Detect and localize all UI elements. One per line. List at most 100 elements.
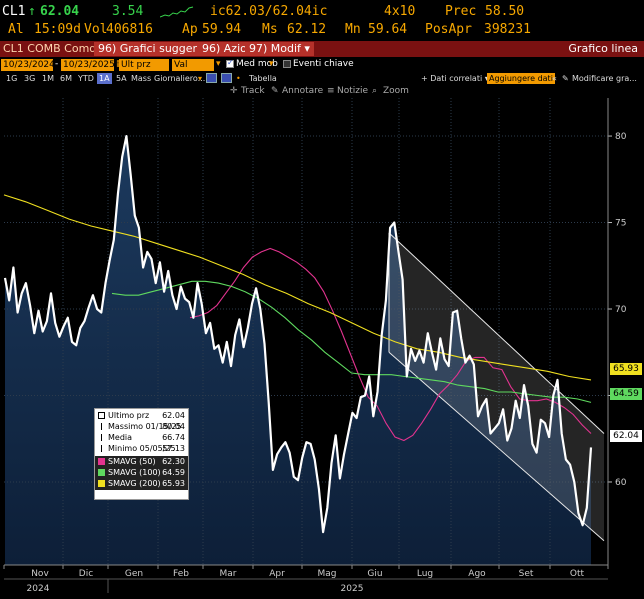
range-dash: - [55,59,59,69]
channel-upper-line [388,232,605,434]
news-button[interactable]: Notizie [337,86,369,96]
x-tick-label: Set [519,569,534,579]
legend-row-high: Massimo 01/15/25 80.04 [95,421,188,432]
eventi-label: Eventi chiave [293,59,354,69]
y-tick-label: 70 [615,305,627,315]
price-change: 3.54 [112,4,144,19]
up-arrow-icon: ↑ [28,4,36,19]
end-date-field[interactable]: 10/23/2025 [61,59,115,71]
legend-label: Minimo 05/05/25 [108,444,176,453]
legend-value: 80.04 [162,422,185,431]
period-toolbar: 1G 3G 1M 6M YTD 1A 5A Mass Giornaliero..… [0,73,644,84]
legend-value: 65.93 [162,479,185,488]
frequency-select[interactable]: Giornaliero... [154,74,206,83]
period-1g[interactable]: 1G [6,74,18,83]
legend-value: 64.59 [162,468,185,477]
volume-label: Vol [84,22,108,37]
track-icon: ✛ [230,86,238,96]
period-1m[interactable]: 1M [42,74,54,83]
volume-value: 406816 [106,22,153,37]
y-tick-label: 80 [615,132,627,142]
chart-svg[interactable]: 6065707580NovDicGenFebMarAprMagGiuLugAgo… [0,98,644,599]
chevron-down-icon: ▾ [304,42,310,55]
zoom-button[interactable]: Zoom [383,86,409,96]
sma200-price-tag: 65.93 [610,363,642,375]
y-tick-label: 75 [615,219,626,229]
currency-select[interactable]: Val locale [172,59,214,82]
bar-chart-icon[interactable] [221,73,232,83]
x-tick-label: Lug [417,569,433,579]
open-interest-value: 398231 [484,22,531,37]
x-tick-label: Gen [125,569,143,579]
legend-swatch [98,458,105,465]
row2-prefix: Al [8,22,24,37]
last-price: 62.04 [40,4,80,19]
legend-row-average: Media 66.74 [95,432,188,443]
start-date-field[interactable]: 10/23/2024 [1,59,55,71]
dropdown-arrow-icon[interactable]: ▾ [216,59,221,69]
channel-lower-line [388,351,605,542]
period-3g[interactable]: 3G [24,74,36,83]
line-chart-icon[interactable] [206,73,217,83]
legend-value: 57.13 [162,444,185,453]
prev-close-label: Prec [445,4,477,19]
bullet-icon: • [236,74,241,83]
legend-row-low: Minimo 05/05/25 57.13 [95,443,188,454]
legend-row-last: Ultimo prz 62.04 [95,410,188,421]
legend-marker [101,423,102,430]
edit-label: 97) Modif [249,42,301,55]
x-tick-label: Ago [468,569,486,579]
legend-label: SMAVG (200) [108,479,161,488]
edit-menu[interactable]: 97) Modif ▾ [245,42,314,56]
period-1a[interactable]: 1A [97,73,112,84]
legend-row-sma100: SMAVG (100) 64.59 [95,467,188,478]
period-6m[interactable]: 6M [60,74,72,83]
period-5a[interactable]: 5A [116,74,127,83]
low-label: Mn [345,22,361,37]
sma100-price-tag: 64.59 [610,388,642,400]
legend-marker [101,434,102,441]
ticker[interactable]: CL1 [2,4,26,19]
sma-line-50 [189,247,592,442]
checkmark-icon: ✓ [227,58,234,67]
security-name[interactable]: CL1 COMB Comdty [3,42,108,55]
period-ytd[interactable]: YTD [78,74,94,83]
high-label: Ms [262,22,278,37]
med-mob-checkbox[interactable]: ✓ [226,58,234,68]
open-interest-label: PosApr [425,22,472,37]
legend-label: Massimo 01/15/25 [108,422,182,431]
price-chart[interactable]: 6065707580NovDicGenFebMarAprMagGiuLugAgo… [0,98,644,599]
legend-row-sma50: SMAVG (50) 62.30 [95,456,188,467]
high-value: 62.12 [287,22,327,37]
edit-chart-button[interactable]: Modificare gra... [572,74,637,83]
open-label: Ap [182,22,198,37]
collapse-icon[interactable]: « [552,74,557,83]
news-icon: ≡ [327,86,335,96]
field-select[interactable]: Ult prz [119,59,169,71]
legend-value: 62.04 [162,411,185,420]
eventi-checkbox[interactable] [283,60,291,68]
zoom-icon: ⌕ [372,86,378,96]
chart-legend[interactable]: Ultimo prz 62.04 Massimo 01/15/25 80.04 … [94,408,189,500]
dropdown-arrow-icon[interactable]: ▾ [269,59,274,69]
legend-label: Ultimo prz [108,411,150,420]
related-data-button[interactable]: + Dati correlati ▾ [421,74,489,83]
legend-swatch [98,412,105,419]
period-mass[interactable]: Mass [131,74,152,83]
x-tick-label: Mag [318,569,337,579]
x-tick-label: Apr [269,569,285,579]
dropdown-arrow-icon[interactable]: ▾ [198,74,203,83]
bid-ask-size: 4x10 [384,4,416,19]
legend-label: Media [108,433,133,442]
table-button[interactable]: Tabella [249,74,277,83]
annotate-button[interactable]: Annotare [282,86,324,96]
add-data-button[interactable]: Aggiungere dati [487,73,555,84]
year-label-2025: 2025 [341,584,364,594]
last-price-tag: 62.04 [610,430,642,442]
track-button[interactable]: Track [241,86,265,96]
low-value: 59.64 [368,22,408,37]
y-tick-label: 60 [615,478,627,488]
legend-row-sma200: SMAVG (200) 65.93 [95,478,188,490]
prev-close-value: 58.50 [485,4,525,19]
